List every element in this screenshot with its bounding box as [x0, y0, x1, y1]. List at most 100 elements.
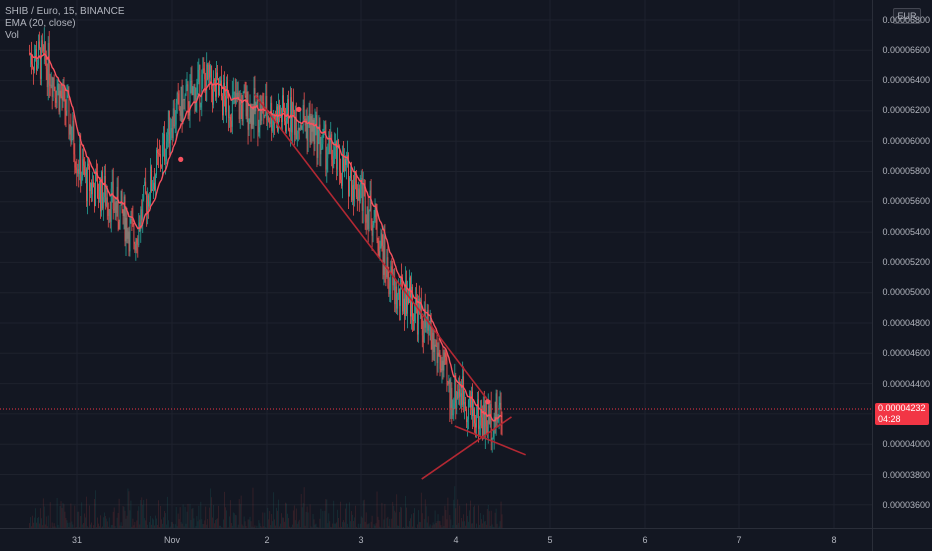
candle-body — [325, 124, 326, 169]
candle-body — [132, 221, 133, 226]
price-chart[interactable] — [0, 0, 872, 528]
candle-body — [458, 389, 459, 398]
volume-bar — [422, 513, 423, 528]
volume-bar — [141, 497, 142, 528]
volume-bar — [152, 518, 153, 528]
volume-legend[interactable]: Vol — [5, 30, 19, 42]
volume-bar — [474, 506, 475, 528]
candle-body — [480, 410, 481, 426]
candle-body — [286, 118, 287, 132]
candle-body — [465, 402, 466, 409]
candle-body — [497, 393, 498, 420]
candle-body — [453, 403, 454, 414]
volume-bar — [396, 494, 397, 528]
candle-body — [209, 65, 210, 78]
volume-bar — [483, 515, 484, 528]
candle-body — [58, 84, 59, 90]
volume-bar — [236, 515, 237, 528]
candle-body — [174, 108, 175, 126]
volume-bar — [103, 517, 104, 528]
volume-bar — [343, 520, 344, 528]
candle-body — [78, 169, 79, 174]
candle-body — [424, 309, 425, 342]
candle-body — [71, 139, 72, 142]
candle-body — [110, 209, 111, 222]
volume-bar — [301, 494, 302, 528]
volume-bar — [322, 511, 323, 528]
volume-bar — [217, 518, 218, 528]
candle-body — [252, 107, 253, 129]
candle-body — [229, 117, 230, 118]
chart-pane[interactable]: SHIB / Euro, 15, BINANCE EMA (20, close)… — [0, 0, 872, 528]
ema-legend[interactable]: EMA (20, close) — [5, 18, 76, 30]
volume-bar — [239, 499, 240, 528]
volume-bar — [210, 488, 211, 528]
candle-body — [103, 197, 104, 208]
volume-bar — [447, 519, 448, 528]
price-axis[interactable]: EUR 0.00006800 0.00006600 0.00006400 0.0… — [872, 0, 932, 528]
candle-body — [367, 206, 368, 222]
volume-bar — [325, 499, 326, 528]
candle-body — [432, 340, 433, 350]
candle-body — [235, 92, 236, 104]
candle-body — [33, 67, 34, 70]
volume-bar — [74, 506, 75, 528]
volume-bar — [126, 519, 127, 528]
volume-bar — [308, 513, 309, 528]
candle-body — [145, 182, 146, 193]
candle-body — [54, 78, 55, 87]
volume-bar — [212, 518, 213, 528]
volume-bar — [140, 500, 141, 528]
volume-bar — [250, 517, 251, 528]
volume-bar — [391, 519, 392, 528]
volume-bar — [304, 487, 305, 528]
volume-bar — [235, 515, 236, 528]
volume-bar — [251, 521, 252, 528]
volume-bar — [406, 508, 407, 528]
candle-body — [449, 380, 450, 408]
time-tick: 6 — [642, 535, 647, 545]
volume-bar — [352, 515, 353, 528]
candle-body — [219, 86, 220, 95]
candle-body — [95, 171, 96, 206]
candle-body — [133, 225, 134, 244]
volume-bar — [387, 517, 388, 528]
candle-body — [248, 92, 249, 130]
volume-bar — [314, 519, 315, 528]
volume-bar — [286, 503, 287, 528]
time-tick: 3 — [358, 535, 363, 545]
volume-bar — [337, 510, 338, 528]
candle-body — [55, 87, 56, 98]
symbol-legend[interactable]: SHIB / Euro, 15, BINANCE — [5, 6, 125, 18]
candle-body — [141, 209, 142, 219]
time-axis[interactable]: 31 Nov 2 3 4 5 6 7 8 — [0, 528, 872, 551]
candle-body — [396, 287, 397, 309]
volume-bar — [165, 513, 166, 528]
candle-body — [94, 187, 95, 206]
volume-bar — [333, 501, 334, 528]
candle-body — [315, 123, 316, 144]
candle-body — [208, 65, 209, 80]
candle-body — [85, 169, 86, 175]
volume-bar — [310, 504, 311, 528]
volume-bar — [190, 504, 191, 528]
candle-body — [127, 218, 128, 239]
candle-body — [120, 205, 121, 229]
candle-body — [179, 94, 180, 109]
candle-body — [40, 48, 41, 79]
volume-bar — [395, 512, 396, 528]
volume-bar — [109, 518, 110, 528]
volume-bar — [303, 503, 304, 528]
candle-body — [478, 399, 479, 429]
volume-bar — [138, 506, 139, 528]
volume-bar — [253, 488, 254, 528]
candle-body — [398, 289, 399, 295]
time-tick: Nov — [164, 535, 180, 545]
candle-body — [487, 427, 488, 434]
volume-bar — [145, 520, 146, 528]
candle-body — [52, 85, 53, 97]
volume-bar — [400, 507, 401, 528]
volume-bar — [487, 509, 488, 528]
volume-bar — [418, 510, 419, 528]
candle-body — [269, 122, 270, 124]
